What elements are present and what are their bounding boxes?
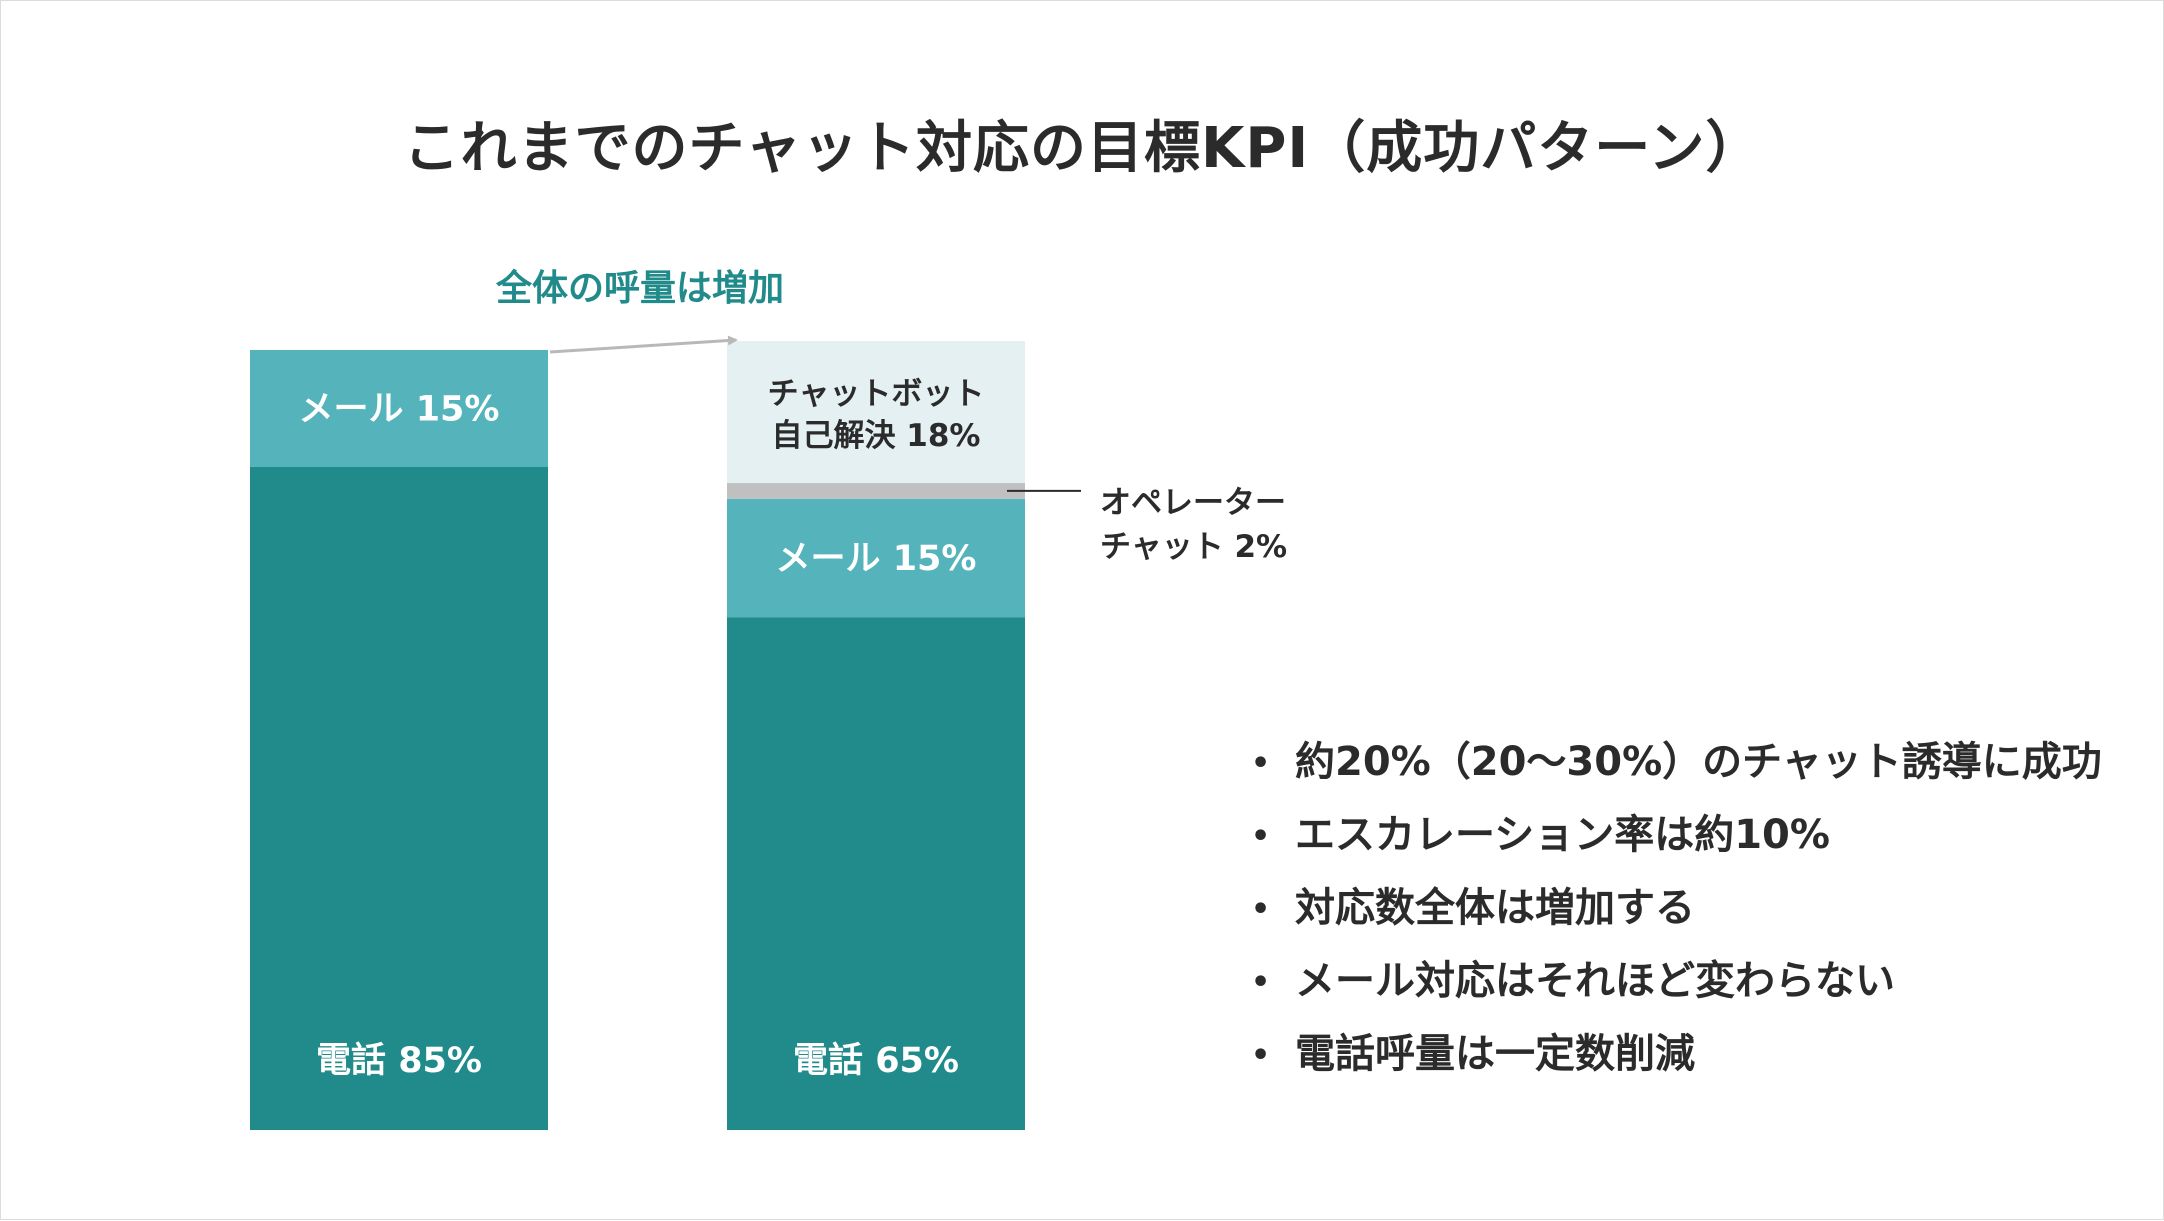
bar-segment-chatbot-after bbox=[727, 341, 1025, 484]
bar-segment-operator_chat-after bbox=[727, 483, 1025, 499]
bullet-item: • 約20%（20～30%）のチャット誘導に成功 bbox=[1251, 739, 2102, 785]
bar-segment-mail-before bbox=[250, 350, 548, 467]
bar-label-chatbot-line-2: 自己解決 18% bbox=[772, 418, 981, 454]
bar-label-mail-before: メール 15% bbox=[299, 390, 500, 430]
bar-segment-phone-after bbox=[727, 617, 1025, 1130]
bar-label-chatbot-line-1: チャットボット bbox=[768, 376, 985, 412]
bar-label-mail-after: メール 15% bbox=[776, 539, 977, 579]
increase-annotation: 全体の呼量は増加 bbox=[496, 268, 785, 309]
increase-arrow bbox=[549, 335, 738, 354]
bullet-item: • 電話呼量は一定数削減 bbox=[1251, 1031, 1695, 1077]
bullet-item: • メール対応はそれほど変わらない bbox=[1251, 958, 1895, 1004]
operator-chat-callout: オペレーター チャット 2% bbox=[1100, 481, 1287, 569]
bar-label-phone-after: 電話 65% bbox=[793, 1041, 959, 1081]
slide-title: これまでのチャット対応の目標KPI（成功パターン） bbox=[403, 116, 1763, 181]
bar-segment-phone-before bbox=[250, 467, 548, 1130]
bar-label-phone-before: 電話 85% bbox=[316, 1041, 482, 1081]
bullet-item: • 対応数全体は増加する bbox=[1251, 885, 1695, 931]
callout-line-2: チャット 2% bbox=[1100, 529, 1288, 565]
kpi-bullet-list: • 約20%（20～30%）のチャット誘導に成功 • エスカレーション率は約10% … bbox=[1251, 734, 2102, 1099]
bar-segment-mail-after bbox=[727, 498, 1025, 618]
bullet-item: • エスカレーション率は約10% bbox=[1251, 812, 1830, 858]
callout-line-1: オペレーター bbox=[1100, 485, 1286, 521]
